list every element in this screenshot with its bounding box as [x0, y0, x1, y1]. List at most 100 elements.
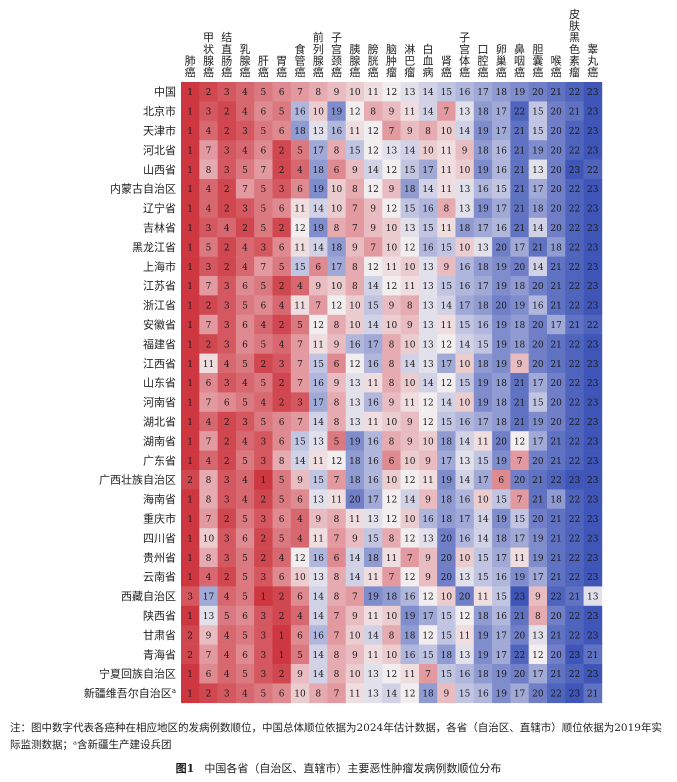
heatmap-cell	[382, 159, 401, 180]
cell-value: 16	[459, 282, 471, 292]
cell-value: 8	[334, 224, 340, 234]
heatmap-cell	[181, 334, 200, 354]
cell-value: 9	[352, 612, 358, 622]
heatmap-cell	[272, 314, 292, 335]
heatmap-cell	[565, 159, 584, 180]
cell-value: 13	[422, 282, 434, 292]
heatmap-cell	[327, 683, 346, 704]
cell-value: 13	[313, 437, 325, 447]
cell-value: 18	[294, 127, 306, 137]
heatmap-cell	[327, 82, 346, 102]
heatmap-cell	[382, 508, 401, 529]
heatmap-cell	[510, 295, 529, 316]
cell-value: 18	[496, 534, 508, 544]
heatmap-cell	[309, 508, 328, 529]
row-label: 北京市	[143, 104, 176, 118]
heatmap-cell	[309, 276, 328, 296]
cell-value: 16	[496, 146, 508, 156]
heatmap-cell	[492, 644, 511, 665]
row-label: 江苏省	[143, 280, 176, 293]
cell-value: 1	[187, 573, 193, 583]
cell-value: 11	[349, 690, 360, 700]
heatmap-cell	[528, 431, 548, 451]
heatmap-cell	[547, 334, 566, 354]
cell-value: 22	[569, 146, 580, 156]
heatmap-cell	[565, 508, 584, 529]
cell-value: 9	[407, 127, 413, 137]
heatmap-cell	[235, 547, 255, 568]
heatmap-cell	[290, 120, 310, 141]
heatmap-cell	[547, 101, 566, 122]
heatmap-cell	[272, 664, 292, 684]
cell-value: 2	[279, 282, 285, 292]
heatmap-cell	[583, 256, 603, 277]
cell-value: 8	[443, 205, 449, 215]
heatmap-cell	[418, 276, 438, 296]
cell-value: 6	[297, 631, 303, 641]
cell-value: 16	[313, 631, 325, 641]
cell-value: 13	[459, 185, 471, 195]
heatmap-cell	[492, 489, 511, 510]
cell-value: 10	[386, 612, 398, 622]
cell-value: 12	[404, 476, 415, 486]
heatmap-cell	[235, 392, 255, 413]
cell-value: 3	[242, 127, 248, 137]
heatmap-cell	[565, 314, 584, 335]
heatmap-cell	[492, 411, 511, 432]
cell-value: 7	[352, 205, 358, 215]
cell-value: 18	[514, 340, 526, 350]
row-label: 陕西省	[143, 609, 176, 623]
cell-value: 5	[260, 418, 266, 428]
heatmap-cell	[364, 644, 383, 665]
cell-value: 7	[517, 457, 523, 467]
heatmap-cell	[181, 120, 200, 141]
cell-value: 13	[422, 534, 434, 544]
cell-value: 5	[260, 127, 266, 137]
cell-value: 10	[386, 418, 398, 428]
row-label: 贵州省	[143, 551, 176, 564]
heatmap-cell	[473, 179, 493, 199]
heatmap-cell	[528, 373, 548, 393]
heatmap-cell	[492, 605, 511, 626]
cell-value: 20	[514, 670, 526, 680]
heatmap-cell	[345, 373, 365, 393]
heatmap-cell	[327, 237, 346, 257]
heatmap-cell	[199, 295, 218, 316]
cell-value: 7	[206, 515, 212, 525]
cell-value: 10	[294, 690, 306, 700]
heatmap-cell	[327, 450, 346, 471]
heatmap-cell	[510, 508, 529, 529]
cell-value: 11	[441, 166, 452, 176]
heatmap-cell	[327, 528, 346, 548]
heatmap-cell	[364, 567, 383, 587]
cell-value: 14	[349, 554, 361, 564]
heatmap-cell	[272, 237, 292, 257]
heatmap-cell	[400, 508, 420, 529]
heatmap-cell	[235, 159, 255, 180]
heatmap-cell	[235, 334, 255, 354]
heatmap-cell	[418, 508, 438, 529]
heatmap-cell	[345, 450, 365, 471]
cell-value: 20	[550, 379, 562, 389]
cell-value: 22	[569, 515, 580, 525]
heatmap-cell	[382, 567, 401, 587]
cell-value: 5	[260, 88, 266, 98]
heatmap-cell	[528, 547, 548, 568]
heatmap-cell	[290, 373, 310, 393]
cell-value: 17	[367, 340, 379, 350]
heatmap-cell	[492, 159, 511, 180]
cell-value: 4	[279, 302, 285, 312]
cell-value: 14	[532, 263, 544, 273]
cell-value: 10	[459, 360, 471, 370]
cell-value: 2	[242, 224, 248, 234]
heatmap-cell	[235, 528, 255, 548]
heatmap-cell	[235, 431, 255, 451]
heatmap-cell	[528, 489, 548, 510]
cell-value: 19	[349, 437, 361, 447]
heatmap-cell	[382, 198, 401, 219]
heatmap-cell	[473, 489, 493, 510]
cell-value: 9	[334, 379, 340, 389]
cell-value: 3	[206, 263, 212, 273]
heatmap-cell	[272, 140, 292, 160]
cell-value: 12	[294, 224, 305, 234]
